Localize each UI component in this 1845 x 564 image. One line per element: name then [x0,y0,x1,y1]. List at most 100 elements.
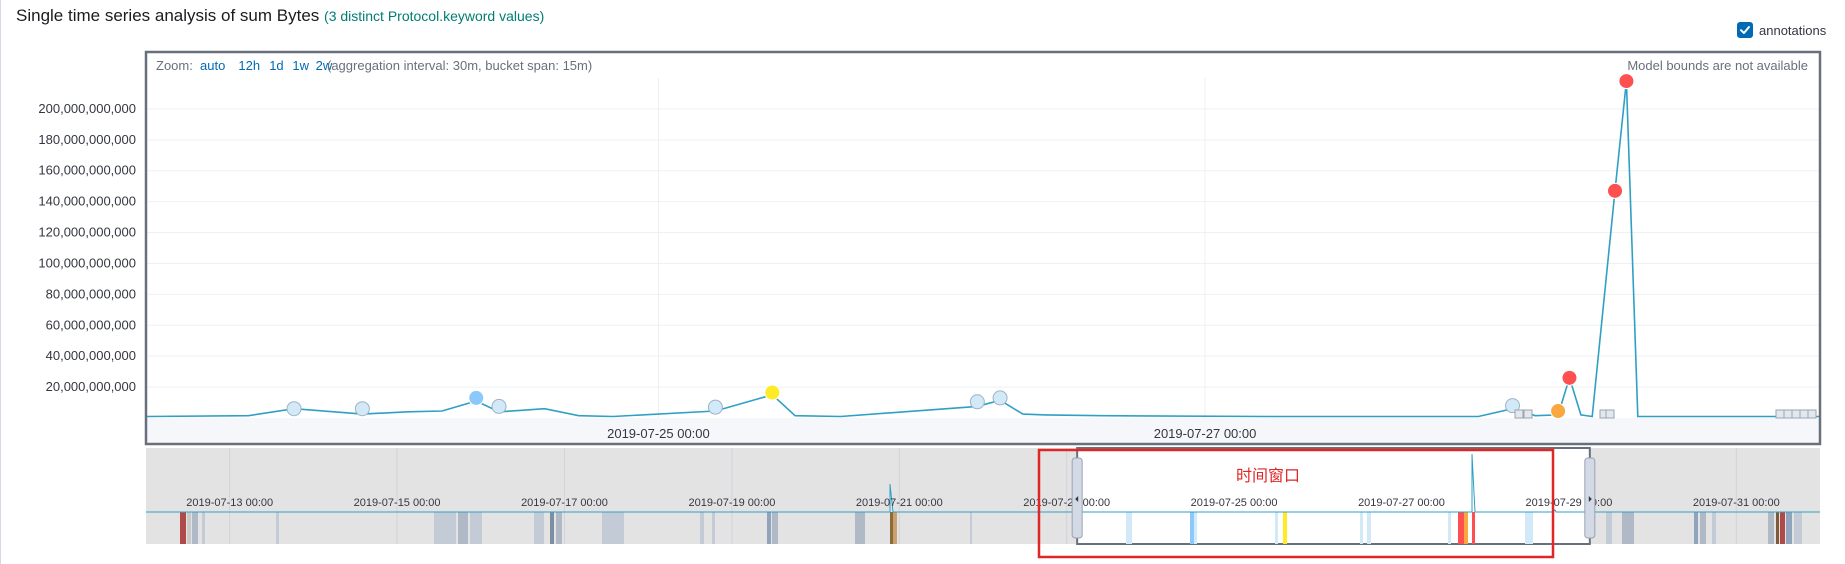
context-anomaly-band [1360,512,1363,544]
anomaly-marker-low[interactable] [491,398,507,414]
zoom-option-12h[interactable]: 12h [238,58,260,73]
anomaly-marker-low[interactable] [707,399,723,415]
page-left-border [0,0,1,564]
zoom-label: Zoom: [156,58,193,73]
context-anomaly-band [893,512,897,544]
context-anomaly-band [458,512,468,544]
chart-title: Single time series analysis of sum Bytes… [16,6,544,26]
annotation-marker[interactable] [1791,409,1801,419]
context-anomaly-band [1464,512,1468,544]
y-tick-label: 120,000,000,000 [38,225,136,240]
context-anomaly-band [700,512,704,544]
focus-gridlines [146,78,1820,418]
focus-x-axis-band [146,418,1820,444]
annotation-marker[interactable] [1605,409,1615,419]
context-anomaly-band [1126,512,1132,544]
context-anomaly-band [556,512,562,544]
focus-series-line [145,81,1820,418]
annotation-marker[interactable] [1799,409,1809,419]
y-tick-label: 200,000,000,000 [38,101,136,116]
context-brush-window[interactable] [1076,447,1591,545]
context-anomaly-band [470,512,482,544]
anomaly-markers [286,73,1635,420]
focus-frame [144,50,1822,446]
annotation-marker[interactable] [1514,409,1524,419]
context-anomaly-band [1786,512,1792,544]
context-x-tick-label: 2019-07-31 00:00 [1693,497,1780,509]
y-tick-label: 80,000,000,000 [46,286,136,301]
context-anomaly-band [1448,512,1451,544]
context-anomaly-band [1283,512,1287,544]
context-x-tick-label: 2019-07-15 00:00 [354,497,441,509]
context-anomaly-band [434,512,456,544]
anomaly-marker-critical[interactable] [1561,369,1578,386]
zoom-option-auto[interactable]: auto [200,58,225,73]
context-anomaly-band [202,512,205,544]
context-x-tick-label: 2019-07-23 00:00 [1023,497,1110,509]
context-anomaly-band [187,512,191,544]
aggregation-info: (aggregation interval: 30m, bucket span:… [327,58,592,73]
context-anomaly-band [970,512,972,544]
anomaly-marker-critical[interactable] [1618,73,1635,90]
chart-subtitle: (3 distinct Protocol.keyword values) [324,8,545,24]
zoom-option-2w[interactable]: 2w [316,58,333,73]
x-tick-label: 2019-07-25 00:00 [607,426,710,441]
anomaly-marker-major[interactable] [1550,403,1567,420]
context-swimlane-bars [180,512,1802,544]
context-anomaly-band [890,512,893,544]
context-anomaly-band [1275,512,1278,544]
context-anomaly-band [1458,512,1464,544]
y-tick-label: 140,000,000,000 [38,194,136,209]
checkbox-checked-icon[interactable] [1737,22,1753,38]
zoom-option-1d[interactable]: 1d [269,58,283,73]
context-x-tick-label: 2019-07-27 00:00 [1358,497,1445,509]
context-x-tick-label: 2019-07-29 00:00 [1525,497,1612,509]
annotation-markers [1514,409,1817,419]
annotation-marker[interactable] [1783,409,1793,419]
context-anomaly-band [1780,512,1785,544]
context-x-tick-label: 2019-07-21 00:00 [856,497,943,509]
context-anomaly-band [550,512,554,544]
anomaly-marker-low[interactable] [354,401,370,417]
caret-right-icon [1588,496,1592,502]
anomaly-marker-low[interactable] [1505,398,1521,414]
zoom-options: auto 12h 1d 1w 2w [200,58,333,73]
context-anomaly-band [534,512,544,544]
context-series-line [146,453,1820,513]
zoom-option-1w[interactable]: 1w [292,58,309,73]
focus-background [146,52,1820,444]
anomaly-marker-low[interactable] [286,401,302,417]
chart-title-text: Single time series analysis of sum Bytes [16,6,320,25]
brush-handles[interactable] [1071,457,1596,539]
context-anomaly-band [1194,512,1197,544]
anomaly-marker-minor[interactable] [764,384,781,401]
context-anomaly-band [1700,512,1706,544]
y-tick-label: 180,000,000,000 [38,132,136,147]
anomaly-marker-low[interactable] [969,394,985,410]
y-tick-label: 40,000,000,000 [46,348,136,363]
context-anomaly-band [602,512,624,544]
y-tick-label: 160,000,000,000 [38,163,136,178]
context-anomaly-band [1622,512,1634,544]
anomaly-marker-low[interactable] [992,390,1008,406]
annotation-marker[interactable] [1523,409,1533,419]
context-anomaly-band [1190,512,1194,544]
model-bounds-text: Model bounds are not available [1627,58,1808,73]
context-anomaly-band [1694,512,1698,544]
annotation-marker[interactable] [1775,409,1785,419]
context-anomaly-band [855,512,865,544]
annotations-toggle[interactable]: annotations [1737,22,1826,38]
anomaly-marker-critical[interactable] [1607,182,1624,199]
context-anomaly-band [1776,512,1779,544]
context-anomaly-band [712,512,715,544]
time-window-annotation-box [1037,448,1555,559]
context-anomaly-band [1525,512,1533,544]
context-anomaly-band [1367,512,1371,544]
anomaly-marker-warning[interactable] [468,389,485,406]
focus-y-axis: 20,000,000,000 40,000,000,000 60,000,000,0… [38,101,136,394]
focus-x-axis: 2019-07-25 00:00 2019-07-27 00:00 [607,426,1256,441]
y-tick-label: 60,000,000,000 [46,317,136,332]
annotation-marker[interactable] [1807,409,1817,419]
context-anomaly-band [276,512,279,544]
